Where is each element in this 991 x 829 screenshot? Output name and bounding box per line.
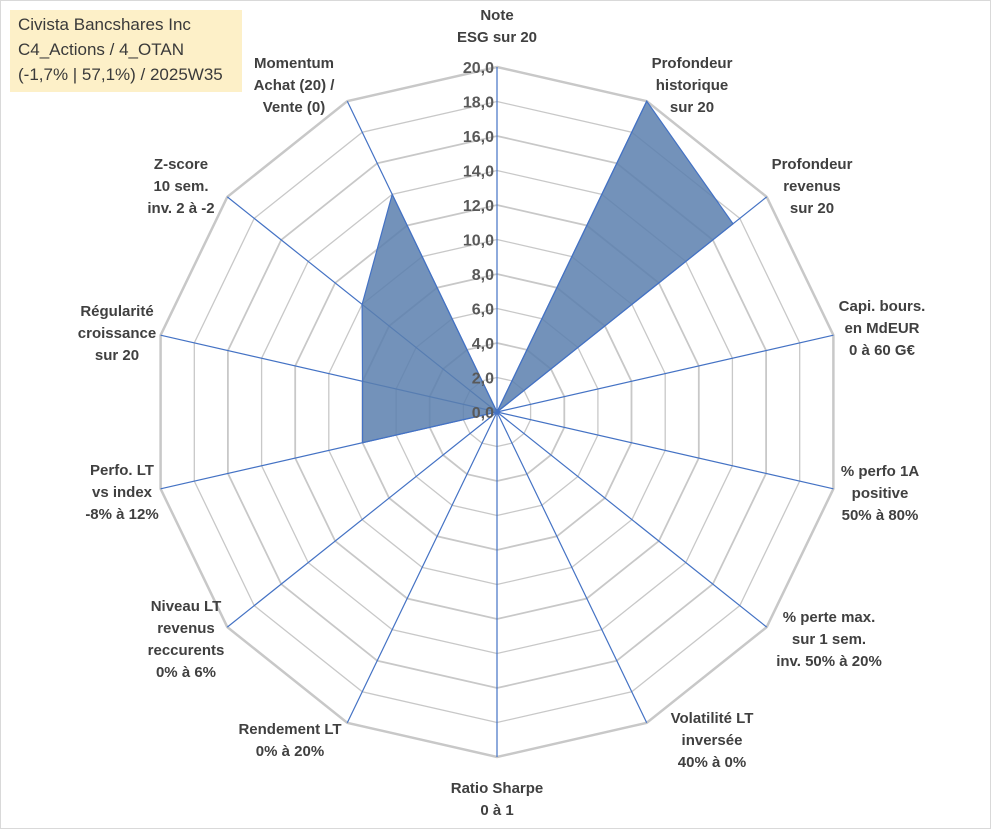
title-category: C4_Actions / 4_OTAN <box>18 40 184 59</box>
axis-spoke <box>346 411 498 724</box>
tick-label: 4,0 <box>472 336 494 353</box>
axis-spoke <box>496 411 648 724</box>
axis-spoke <box>496 411 834 490</box>
tick-label: 10,0 <box>463 233 494 250</box>
axis-label: % perfo 1A positive 50% à 80% <box>841 463 920 524</box>
tick-label: 20,0 <box>463 60 494 77</box>
tick-label: 8,0 <box>472 267 494 284</box>
axis-label: Rendement LT 0% à 20% <box>238 721 341 760</box>
title-stats: (-1,7% | 57,1%) / 2025W35 <box>18 65 223 84</box>
axis-label: Niveau LT revenus reccurents 0% à 6% <box>148 598 225 681</box>
title-company: Civista Bancshares Inc <box>18 15 191 34</box>
tick-label: 14,0 <box>463 164 494 181</box>
data-series-area <box>361 100 734 444</box>
axis-label: Perfo. LT vs index -8% à 12% <box>85 462 158 523</box>
tick-label: 16,0 <box>463 129 494 146</box>
axis-label: Capi. bours. en MdEUR 0 à 60 G€ <box>839 298 926 359</box>
tick-label: 6,0 <box>472 302 494 319</box>
axis-label: Régularité croissance sur 20 <box>78 303 156 364</box>
axis-label: Volatilité LT inversée 40% à 0% <box>671 710 754 771</box>
tick-label: 0,0 <box>472 405 494 422</box>
axis-spoke <box>226 411 498 628</box>
axis-label: Z-score 10 sem. inv. 2 à -2 <box>147 156 214 217</box>
axis-spoke <box>496 334 834 413</box>
axis-label: Momentum Achat (20) / Vente (0) <box>254 55 336 116</box>
axis-label: Profondeur historique sur 20 <box>652 55 733 116</box>
tick-label: 18,0 <box>463 95 494 112</box>
axis-label: Profondeur revenus sur 20 <box>772 156 853 217</box>
axis-label: Note ESG sur 20 <box>457 7 537 46</box>
axis-label: Ratio Sharpe 0 à 1 <box>451 780 544 819</box>
axis-label: % perte max. sur 1 sem. inv. 50% à 20% <box>776 609 882 670</box>
tick-label: 12,0 <box>463 198 494 215</box>
tick-label: 2,0 <box>472 371 494 388</box>
chart-title-box: Civista Bancshares Inc C4_Actions / 4_OT… <box>10 10 242 92</box>
axis-spoke <box>496 411 768 628</box>
